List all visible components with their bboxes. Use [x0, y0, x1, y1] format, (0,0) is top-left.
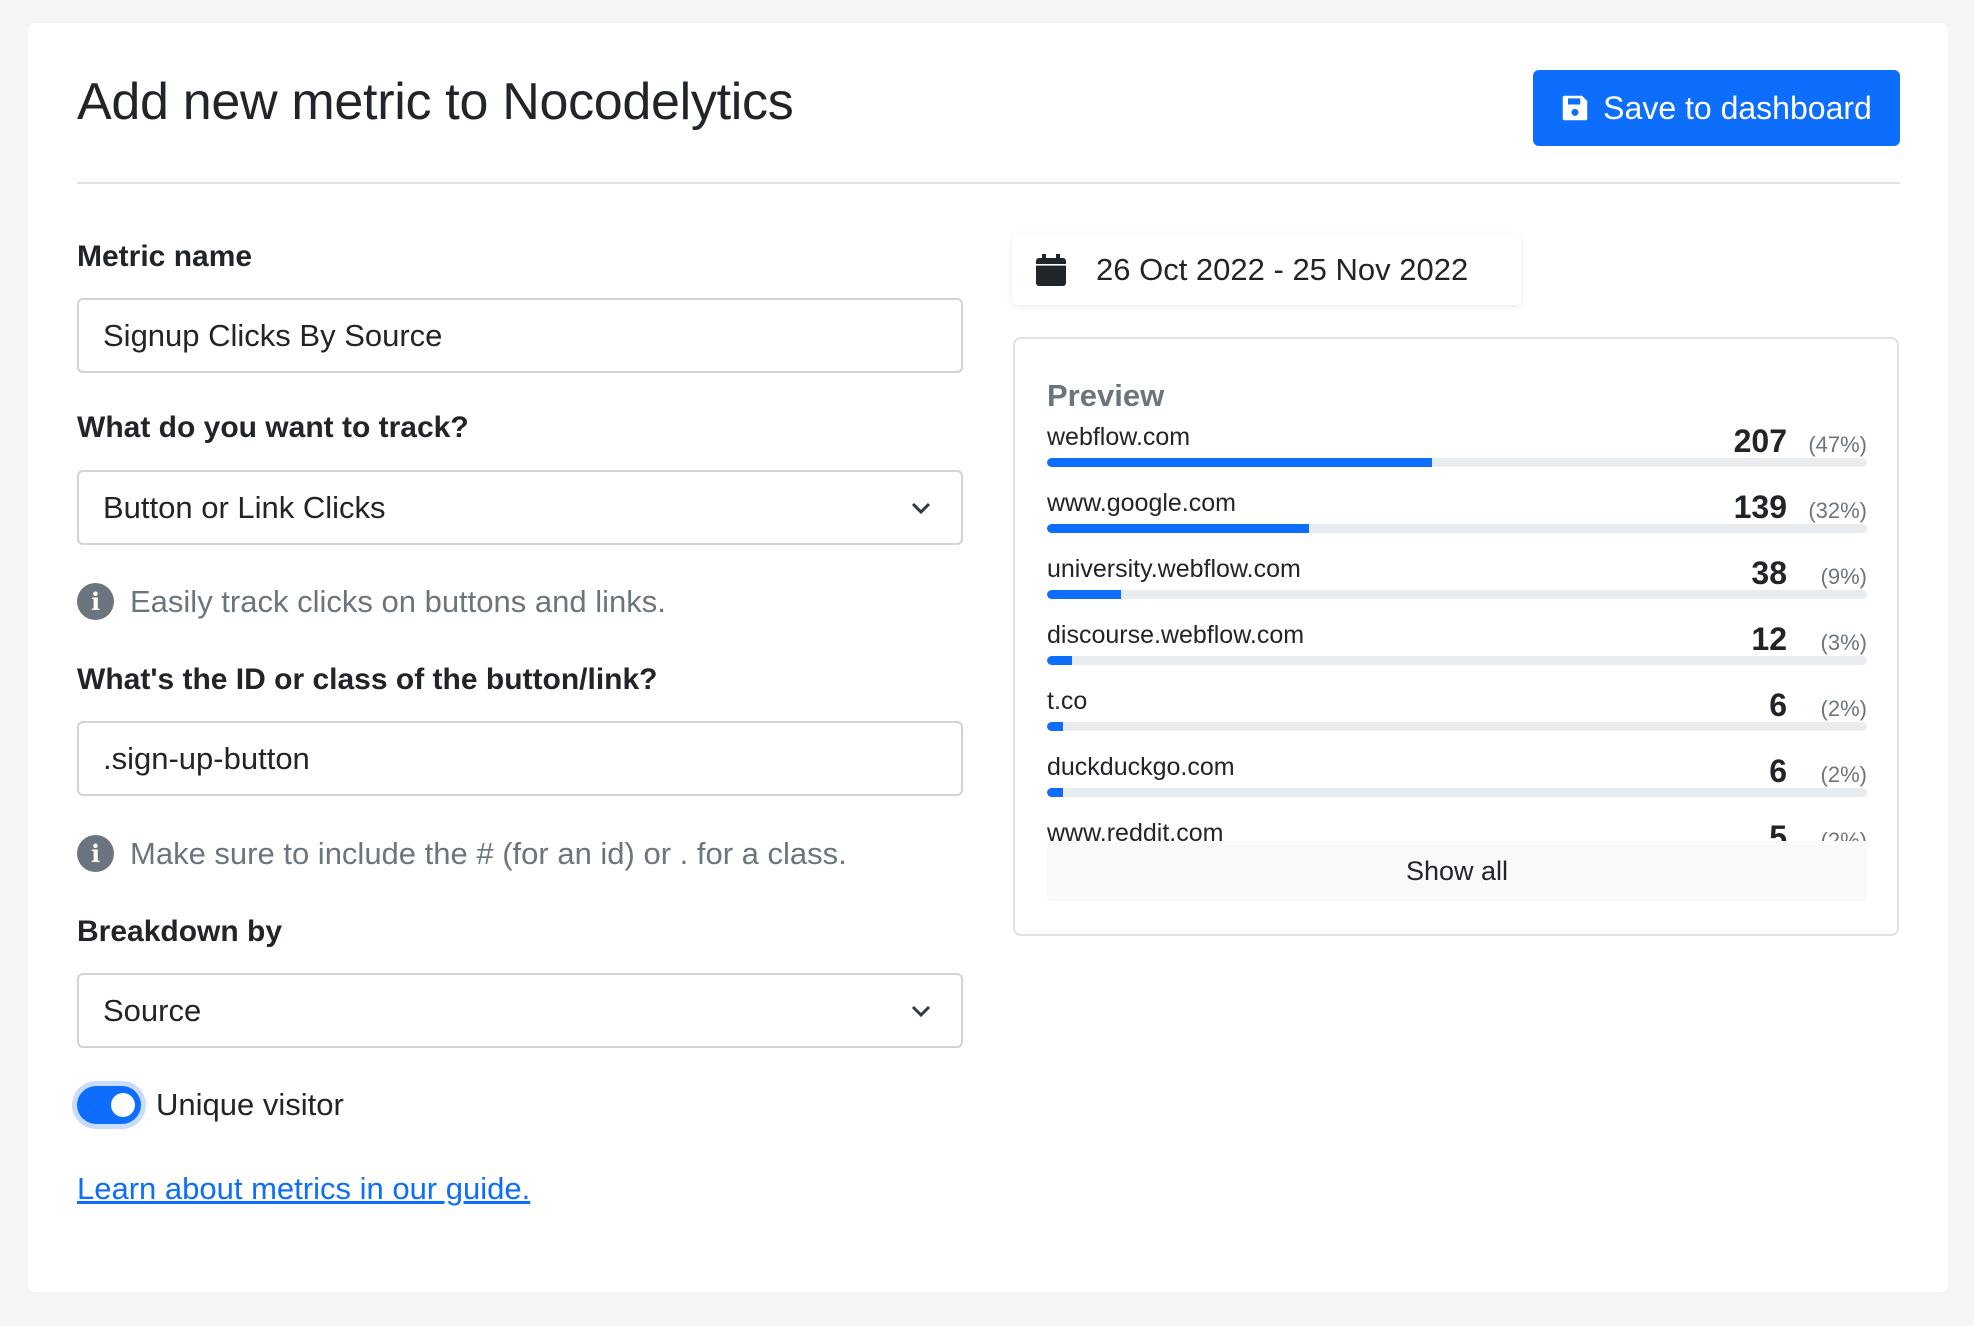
- source-name: t.co: [1047, 687, 1088, 715]
- metric-name-input[interactable]: Signup Clicks By Source: [77, 298, 963, 373]
- progress-bar: [1047, 458, 1867, 467]
- source-value: 12 (3%): [1751, 621, 1867, 658]
- track-info: i Easily track clicks on buttons and link…: [77, 583, 666, 620]
- breakdown-label: Breakdown by: [77, 915, 283, 948]
- preview-row: webflow.com 207 (47%): [1047, 423, 1867, 489]
- preview-row: university.webflow.com 38 (9%): [1047, 555, 1867, 621]
- source-name: university.webflow.com: [1047, 555, 1301, 583]
- save-to-dashboard-button[interactable]: Save to dashboard: [1533, 70, 1900, 146]
- selector-label: What's the ID or class of the button/lin…: [77, 663, 658, 696]
- selector-input[interactable]: .sign-up-button: [77, 721, 963, 796]
- source-count: 38: [1751, 555, 1787, 591]
- chevron-down-icon: [911, 502, 931, 515]
- show-all-button[interactable]: Show all: [1047, 841, 1867, 901]
- preview-row: www.reddit.com 5 (2%): [1047, 819, 1867, 841]
- selector-info: i Make sure to include the # (for an id) …: [77, 835, 847, 872]
- source-percent: (2%): [1820, 696, 1867, 721]
- breakdown-select[interactable]: Source: [77, 973, 963, 1048]
- source-value: 6 (2%): [1769, 687, 1867, 724]
- progress-bar: [1047, 524, 1867, 533]
- source-name: webflow.com: [1047, 423, 1191, 451]
- preview-panel: Preview webflow.com 207 (47%) www.google.…: [1013, 337, 1899, 936]
- source-value: 5 (2%): [1769, 819, 1867, 841]
- unique-visitor-toggle[interactable]: [72, 1081, 146, 1129]
- source-percent: (47%): [1808, 432, 1867, 457]
- track-info-text: Easily track clicks on buttons and links…: [130, 583, 666, 619]
- page-title: Add new metric to Nocodelytics: [77, 73, 794, 131]
- track-select[interactable]: Button or Link Clicks: [77, 470, 963, 545]
- source-value: 139 (32%): [1734, 489, 1867, 526]
- chevron-down-icon: [911, 1005, 931, 1018]
- source-value: 38 (9%): [1751, 555, 1867, 592]
- info-icon: i: [77, 583, 114, 620]
- calendar-icon: [1036, 253, 1066, 286]
- selector-value: .sign-up-button: [103, 740, 310, 776]
- preview-title: Preview: [1047, 378, 1165, 413]
- source-percent: (2%): [1820, 828, 1867, 841]
- preview-row: t.co 6 (2%): [1047, 687, 1867, 753]
- progress-bar: [1047, 722, 1867, 731]
- unique-visitor-label: Unique visitor: [156, 1087, 344, 1122]
- divider: [77, 182, 1900, 184]
- source-count: 207: [1733, 423, 1787, 459]
- metric-name-value: Signup Clicks By Source: [103, 317, 443, 353]
- toggle-track: [77, 1086, 141, 1124]
- track-value: Button or Link Clicks: [103, 489, 386, 525]
- progress-bar: [1047, 590, 1867, 599]
- breakdown-value: Source: [103, 992, 202, 1028]
- preview-row: duckduckgo.com 6 (2%): [1047, 753, 1867, 819]
- metric-name-label: Metric name: [77, 240, 253, 273]
- progress-bar: [1047, 788, 1867, 797]
- source-name: discourse.webflow.com: [1047, 621, 1305, 649]
- guide-link[interactable]: Learn about metrics in our guide.: [77, 1171, 531, 1206]
- source-percent: (9%): [1820, 564, 1867, 589]
- source-count: 12: [1751, 621, 1787, 657]
- source-count: 6: [1769, 753, 1787, 789]
- source-count: 6: [1769, 687, 1787, 723]
- source-name: duckduckgo.com: [1047, 753, 1235, 781]
- track-label: What do you want to track?: [77, 411, 469, 444]
- save-label: Save to dashboard: [1603, 89, 1872, 126]
- progress-fill: [1047, 458, 1433, 467]
- source-name: www.google.com: [1047, 489, 1236, 517]
- source-value: 207 (47%): [1734, 423, 1867, 460]
- floppy-disk-icon: [1562, 95, 1588, 121]
- preview-row: www.google.com 139 (32%): [1047, 489, 1867, 555]
- progress-fill: [1047, 524, 1310, 533]
- source-percent: (32%): [1808, 498, 1867, 523]
- progress-fill: [1047, 590, 1121, 599]
- source-count: 139: [1733, 489, 1787, 525]
- progress-bar: [1047, 656, 1867, 665]
- preview-list[interactable]: webflow.com 207 (47%) www.google.com 139 (…: [1047, 423, 1867, 841]
- source-percent: (2%): [1820, 762, 1867, 787]
- source-name: www.reddit.com: [1047, 819, 1224, 841]
- progress-fill: [1047, 656, 1072, 665]
- selector-info-text: Make sure to include the # (for an id) o…: [130, 835, 847, 871]
- date-range-picker[interactable]: 26 Oct 2022 - 25 Nov 2022: [1012, 234, 1521, 305]
- date-range-text: 26 Oct 2022 - 25 Nov 2022: [1096, 251, 1469, 287]
- info-icon: i: [77, 835, 114, 872]
- progress-fill: [1047, 788, 1064, 797]
- toggle-knob: [111, 1093, 135, 1117]
- source-count: 5: [1769, 819, 1787, 841]
- source-value: 6 (2%): [1769, 753, 1867, 790]
- source-percent: (3%): [1820, 630, 1867, 655]
- progress-fill: [1047, 722, 1064, 731]
- preview-row: discourse.webflow.com 12 (3%): [1047, 621, 1867, 687]
